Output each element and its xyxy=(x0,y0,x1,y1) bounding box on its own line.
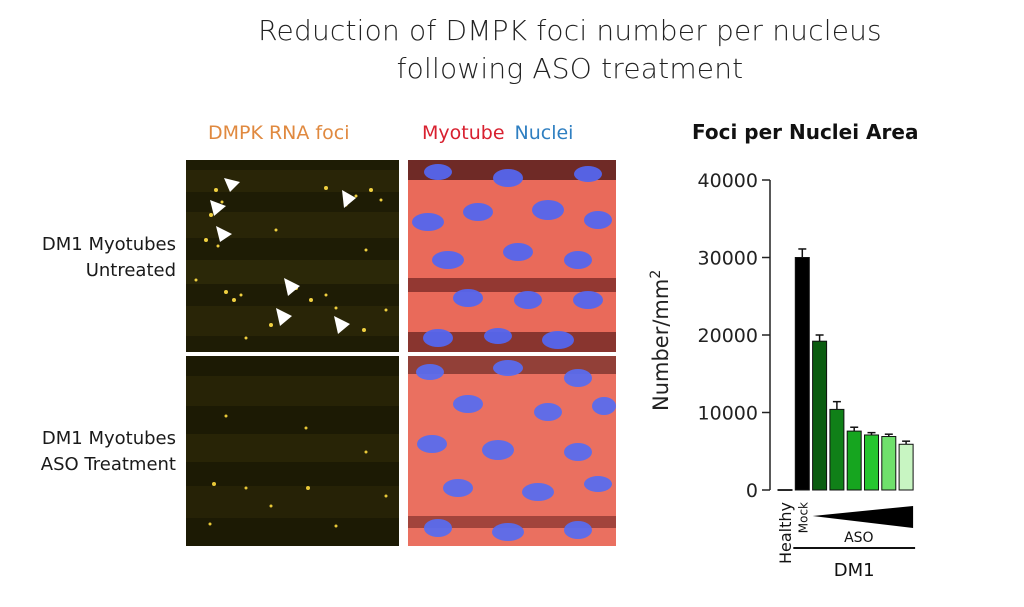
y-tick-label: 40000 xyxy=(698,170,758,192)
y-axis-label-superscript: 2 xyxy=(648,270,664,279)
bar xyxy=(829,408,845,491)
y-tick-label: 0 xyxy=(746,480,758,502)
header-myotube-nuclei: Myotube Nuclei xyxy=(422,122,573,144)
bar xyxy=(864,434,879,491)
myotube-untreated-image xyxy=(408,160,616,352)
header-nuclei: Nuclei xyxy=(514,122,574,144)
bar xyxy=(881,436,897,491)
micrograph-myotube-aso xyxy=(408,356,616,546)
micrograph-foci-untreated xyxy=(186,160,399,352)
bar xyxy=(777,489,793,491)
y-tick-label: 10000 xyxy=(698,403,758,425)
x-label-aso: ASO xyxy=(844,530,873,546)
row-label-aso-line2: ASO Treatment xyxy=(40,454,176,475)
figure-title: Reduction of DMPK foci number per nucleu… xyxy=(210,12,930,88)
y-axis-label: Number/mm2 xyxy=(648,270,673,411)
micrograph-foci-aso xyxy=(186,356,399,546)
bar xyxy=(846,430,862,491)
aso-dose-triangle xyxy=(812,506,914,528)
bar xyxy=(794,257,810,491)
x-label-healthy: Healthy xyxy=(776,502,795,564)
bar xyxy=(812,340,828,491)
row-label-untreated-line1: DM1 Myotubes xyxy=(41,234,176,255)
myotube-aso-image xyxy=(408,356,616,546)
micrograph-myotube-untreated xyxy=(408,160,616,352)
header-myotube: Myotube xyxy=(422,122,505,144)
bar-chart: 0 10000 20000 30000 40000 Number/mm2 Healthy Mo… xyxy=(648,170,916,581)
chart-title: Foci per Nuclei Area xyxy=(692,120,919,144)
x-label-mock: Mock xyxy=(796,502,810,533)
row-label-untreated-line2: Untreated xyxy=(85,260,176,281)
header-dmpk-foci: DMPK RNA foci xyxy=(208,122,350,144)
title-line-2: following ASO treatment xyxy=(396,52,744,85)
x-label-dm1: DM1 xyxy=(834,560,875,581)
foci-untreated-image xyxy=(186,160,399,352)
foci-aso-image xyxy=(186,356,399,546)
row-label-aso: DM1 Myotubes ASO Treatment xyxy=(0,426,176,478)
title-line-1: Reduction of DMPK foci number per nucleu… xyxy=(258,14,882,47)
y-tick-label: 30000 xyxy=(698,248,758,270)
row-label-aso-line1: DM1 Myotubes xyxy=(41,428,176,449)
row-label-untreated: DM1 Myotubes Untreated xyxy=(0,232,176,284)
bar xyxy=(898,443,914,491)
y-tick-label: 20000 xyxy=(698,325,758,347)
